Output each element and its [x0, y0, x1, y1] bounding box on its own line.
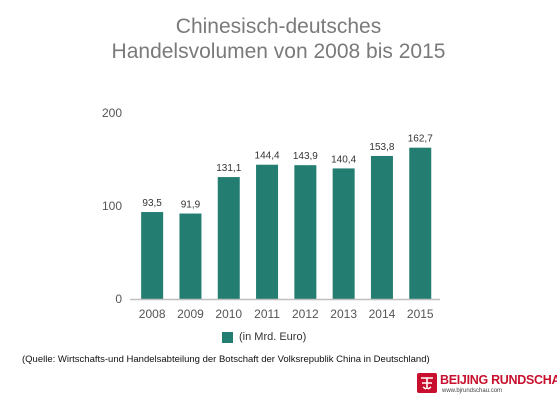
bar: [179, 213, 202, 299]
x-tick-label: 2014: [369, 307, 396, 321]
x-tick-label: 2010: [215, 307, 242, 321]
legend: (in Mrd. Euro): [222, 331, 306, 343]
beijing-rundschau-logo: BEIJING RUNDSCHAU www.bjrundschau.com: [416, 370, 557, 398]
bar: [294, 165, 317, 299]
y-tick-label: 100: [102, 199, 122, 213]
bar-value-label: 140,4: [331, 154, 356, 165]
source-note: (Quelle: Wirtschafts-und Handelsabteilun…: [22, 354, 430, 365]
bar: [217, 177, 240, 299]
x-tick-label: 2011: [254, 307, 280, 321]
bar-value-label: 162,7: [408, 134, 433, 145]
legend-swatch: [222, 331, 233, 343]
x-tick-label: 2013: [330, 307, 357, 321]
x-tick-label: 2009: [177, 307, 204, 321]
bar: [141, 212, 164, 299]
bar: [256, 164, 279, 299]
logo-name: BEIJING RUNDSCHAU: [440, 373, 557, 387]
bar: [409, 147, 432, 299]
x-tick-label: 2008: [139, 307, 166, 321]
chart-title-line-2: Handelsvolumen von 2008 bis 2015: [111, 40, 446, 63]
chart-title-line-1: Chinesisch-deutsches: [175, 15, 382, 38]
bar-value-label: 143,9: [293, 151, 318, 162]
logo-url: www.bjrundschau.com: [442, 388, 503, 394]
bar: [332, 168, 355, 299]
beijing-rundschau-seal-icon: [417, 373, 437, 393]
bar-value-label: 93,5: [142, 198, 162, 209]
y-tick-label: 0: [115, 292, 122, 306]
chart-title: Chinesisch-deutsches Handelsvolumen von …: [0, 14, 557, 64]
x-tick-label: 2012: [292, 307, 319, 321]
x-tick-label: 2015: [407, 307, 434, 321]
bar: [370, 155, 393, 299]
bar-value-label: 144,4: [255, 151, 280, 162]
y-tick-label: 200: [102, 106, 122, 120]
bar-value-label: 91,9: [181, 200, 201, 211]
bar-value-label: 131,1: [216, 163, 241, 174]
legend-label: (in Mrd. Euro): [239, 331, 307, 343]
bar-value-label: 153,8: [369, 142, 394, 153]
